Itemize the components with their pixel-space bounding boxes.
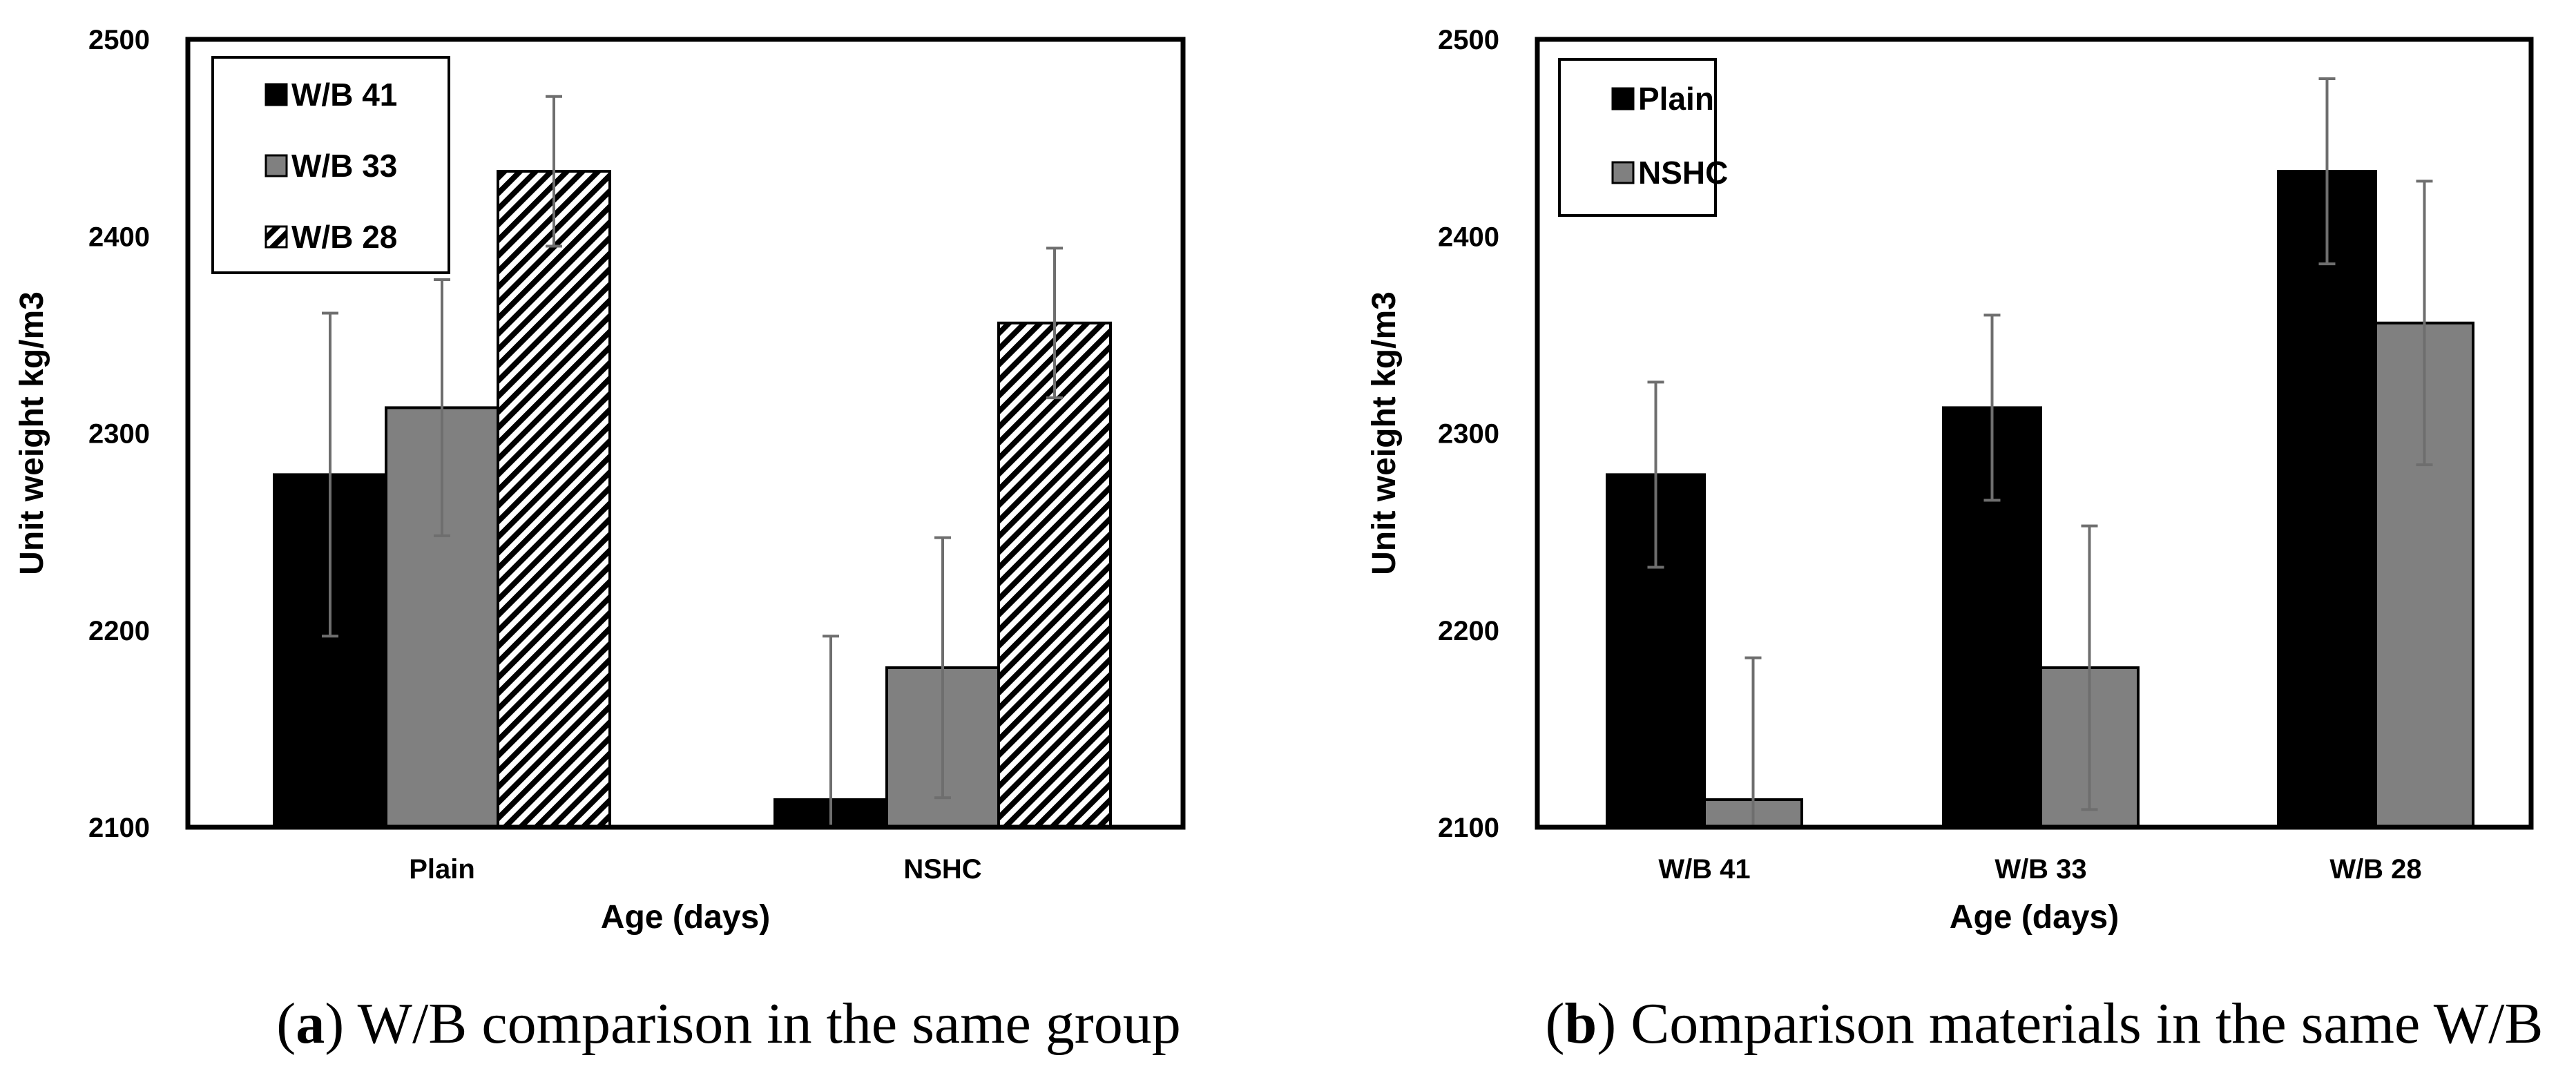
caption-text: Comparison materials in the same W/B bbox=[1616, 992, 2543, 1056]
error-bar-0-2 bbox=[2318, 77, 2336, 266]
y-tick-label: 2500 bbox=[88, 25, 150, 55]
error-bar-2-1 bbox=[1046, 247, 1063, 400]
y-tick-label: 2400 bbox=[88, 222, 150, 252]
caption-letter: b bbox=[1565, 992, 1597, 1056]
y-tick-label: 2400 bbox=[1438, 222, 1499, 252]
error-bar-2-0 bbox=[546, 95, 562, 248]
caption-close-paren: ) bbox=[1597, 992, 1616, 1056]
x-tick-label: W/B 33 bbox=[1995, 854, 2086, 885]
y-tick-label: 2300 bbox=[1438, 419, 1499, 450]
y-tick-label: 2300 bbox=[88, 419, 150, 450]
plot-frame bbox=[1535, 37, 2534, 830]
legend: W/B 41 W/B 33 W/B 28 bbox=[211, 56, 450, 274]
legend-label: W/B 33 bbox=[291, 148, 397, 184]
y-tick-label: 2200 bbox=[1438, 616, 1499, 646]
caption-close-paren: ) bbox=[325, 992, 344, 1056]
y-tick-label: 2500 bbox=[1438, 25, 1499, 55]
caption-text: W/B comparison in the same group bbox=[344, 992, 1181, 1056]
figure-caption: (b) Comparison materials in the same W/B bbox=[1546, 992, 2544, 1056]
bar-plain-w-b-28 bbox=[2277, 170, 2377, 829]
caption-open-paren: ( bbox=[276, 992, 296, 1056]
error-bar-0-0 bbox=[322, 311, 338, 638]
legend-swatch bbox=[1611, 87, 1635, 110]
legend-label: W/B 28 bbox=[291, 219, 397, 255]
x-tick-label: W/B 41 bbox=[1658, 854, 1750, 885]
caption-letter: a bbox=[296, 992, 325, 1056]
error-bar-0-1 bbox=[823, 635, 839, 827]
figure-caption: (a) W/B comparison in the same group bbox=[276, 992, 1181, 1056]
y-tick-label: 2100 bbox=[88, 813, 150, 843]
error-bar-0-1 bbox=[1983, 313, 2001, 502]
legend-swatch bbox=[265, 225, 288, 249]
legend-label: W/B 41 bbox=[291, 77, 397, 113]
x-tick-label: W/B 28 bbox=[2329, 854, 2421, 885]
legend-swatch bbox=[265, 83, 288, 106]
y-axis-title: Unit weight kg/m3 bbox=[14, 291, 50, 575]
x-axis-title: Age (days) bbox=[1950, 899, 2119, 936]
legend-label: NSHC bbox=[1638, 155, 1728, 191]
x-tick-label: Plain bbox=[409, 854, 475, 885]
chart-b-materials-comparison: 2100 2200 2300 2400 2500 W/B 41 W/B 33 W/B 28 Ag… bbox=[1366, 25, 2543, 1056]
y-tick-label: 2100 bbox=[1438, 813, 1499, 843]
legend: Plain NSHC bbox=[1558, 58, 1728, 217]
error-bar-1-0 bbox=[1744, 656, 1762, 827]
bar-w-b-28-plain bbox=[497, 170, 611, 829]
legend-label: Plain bbox=[1638, 81, 1714, 117]
legend-swatch bbox=[1611, 161, 1635, 184]
caption-open-paren: ( bbox=[1546, 992, 1565, 1056]
error-bar-1-0 bbox=[434, 278, 450, 537]
x-tick-label: NSHC bbox=[903, 854, 981, 885]
x-axis-title: Age (days) bbox=[601, 899, 770, 936]
error-bar-1-1 bbox=[934, 536, 951, 800]
legend-swatch bbox=[265, 154, 288, 177]
error-bar-1-2 bbox=[2416, 180, 2433, 467]
y-tick-label: 2200 bbox=[88, 616, 150, 646]
legend-box bbox=[1558, 58, 1717, 217]
error-bar-1-1 bbox=[2081, 524, 2098, 811]
y-axis-title: Unit weight kg/m3 bbox=[1366, 291, 1403, 575]
plot-frame bbox=[185, 37, 1186, 830]
error-bar-0-0 bbox=[1647, 380, 1664, 569]
chart-a-wb-comparison: 2100 2200 2300 2400 2500 Plain NSHC Age (days) U… bbox=[14, 25, 1186, 1056]
legend-box bbox=[211, 56, 450, 274]
